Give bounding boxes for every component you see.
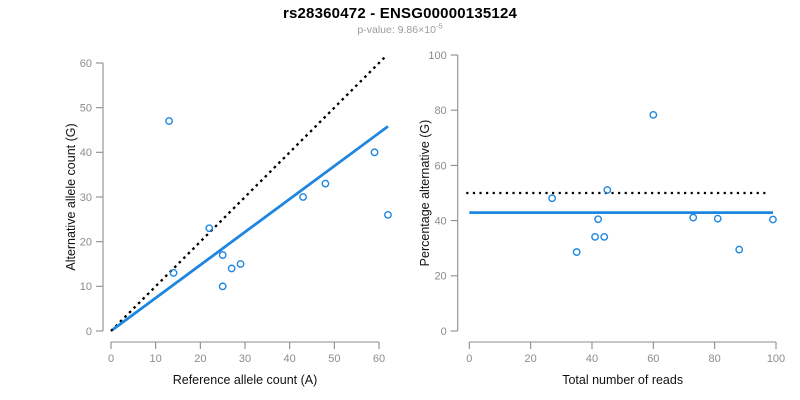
data-point: [591, 232, 599, 241]
x-tick-label: 60: [647, 353, 659, 365]
pvalue-exponent: -5: [435, 21, 443, 31]
y-tick-label: 20: [80, 237, 92, 249]
x-tick-label: 100: [767, 353, 785, 365]
y-tick-label: 0: [86, 326, 92, 338]
y-tick-label: 60: [434, 160, 446, 172]
data-point: [227, 264, 236, 273]
x-tick-label: 60: [373, 353, 385, 365]
y-tick-label: 40: [80, 147, 92, 159]
panel-allele-counts: 0 10 20 30 40 50 60 0 10 20 30 40 50 60 Reference alle…: [64, 55, 392, 387]
data-point: [299, 193, 307, 201]
x-tick-label: 20: [194, 353, 206, 365]
panel-percentage-vs-reads: 0 20 40 60 80 100 0 20 40 60 80 100 Total number of …: [418, 50, 785, 387]
data-point: [205, 224, 214, 233]
x-tick-label: 30: [239, 353, 251, 365]
y-axis-label: Alternative allele count (G): [64, 123, 78, 270]
y-tick-label: 10: [80, 281, 92, 293]
data-point: [769, 215, 777, 224]
x-tick-label: 20: [525, 353, 537, 365]
x-tick-label: 40: [284, 353, 296, 365]
x-axis-label: Total number of reads: [562, 373, 683, 387]
figure-subtitle: p-value: 9.86×10-5: [0, 21, 800, 36]
data-point: [218, 282, 227, 291]
pvalue-text: p-value: 9.86×10: [357, 24, 436, 36]
x-axis-label: Reference allele count (A): [173, 373, 318, 387]
x-tick-label: 0: [466, 353, 472, 365]
y-tick-label: 40: [434, 215, 446, 227]
identity-line: [110, 55, 387, 332]
data-point: [236, 260, 245, 268]
regression-line: [111, 125, 389, 331]
data-point: [594, 215, 603, 224]
data-point: [572, 248, 581, 256]
y-tick-label: 100: [428, 50, 446, 62]
x-tick-label: 50: [328, 353, 340, 365]
data-point: [600, 232, 609, 241]
data-point: [603, 186, 612, 194]
x-tick-label: 80: [709, 353, 721, 365]
data-point: [370, 148, 379, 157]
y-tick-label: 0: [441, 326, 447, 338]
y-axis-label: Percentage alternative (G): [418, 120, 432, 267]
x-tick-label: 40: [586, 353, 598, 365]
data-point: [713, 214, 722, 223]
y-tick-label: 30: [80, 192, 92, 204]
y-tick-label: 50: [80, 103, 92, 115]
y-tick-label: 20: [434, 271, 446, 283]
data-point: [321, 179, 330, 188]
x-tick-label: 0: [108, 353, 114, 365]
figure-title: rs28360472 - ENSG00000135124: [282, 5, 518, 22]
data-point: [735, 245, 744, 254]
x-tick-label: 10: [150, 353, 162, 365]
data-point: [548, 194, 557, 203]
data-point: [649, 110, 658, 119]
y-tick-label: 60: [80, 58, 92, 70]
data-point: [689, 213, 698, 222]
data-point: [218, 251, 227, 259]
y-tick-label: 80: [434, 105, 446, 117]
data-point: [165, 117, 173, 125]
data-point: [169, 269, 178, 277]
data-point: [384, 210, 392, 219]
